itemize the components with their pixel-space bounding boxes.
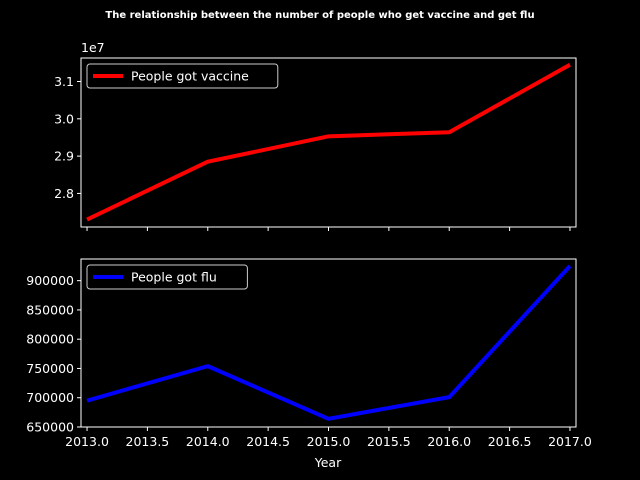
y-tick-label: 2.9 bbox=[54, 149, 74, 164]
y-tick-label: 650000 bbox=[26, 420, 74, 435]
y-tick-label: 800000 bbox=[26, 332, 74, 347]
legend-label: People got flu bbox=[131, 270, 217, 285]
y-tick-label: 700000 bbox=[26, 390, 74, 405]
y-tick-label: 2.8 bbox=[54, 186, 74, 201]
x-tick-label: 2013.0 bbox=[65, 434, 109, 449]
y-tick-label: 850000 bbox=[26, 302, 74, 317]
x-tick-label: 2014.5 bbox=[246, 434, 290, 449]
legend-box bbox=[86, 63, 279, 89]
x-tick-label: 2015.0 bbox=[307, 434, 351, 449]
plot-area: 2.8 2.9 3.0 3.1 1e7 People got vaccine 650000 7… bbox=[26, 40, 592, 449]
chart-title: The relationship between the number of p… bbox=[105, 10, 534, 21]
x-tick-label: 2016.0 bbox=[427, 434, 471, 449]
x-tick-label: 2014.0 bbox=[186, 434, 230, 449]
x-tick-label: 2013.5 bbox=[126, 434, 170, 449]
y-tick-label: 750000 bbox=[26, 361, 74, 376]
y-tick-label: 3.1 bbox=[54, 74, 74, 89]
x-tick-label: 2015.5 bbox=[367, 434, 411, 449]
legend-box bbox=[86, 264, 248, 290]
legend-label: People got vaccine bbox=[131, 69, 249, 84]
y-tick-label: 3.0 bbox=[54, 111, 74, 126]
x-tick-label: 2016.5 bbox=[488, 434, 532, 449]
y-axis-offset-label: 1e7 bbox=[81, 40, 105, 55]
x-tick-label: 2017.0 bbox=[548, 434, 592, 449]
y-tick-label: 900000 bbox=[26, 273, 74, 288]
x-axis-label: Year bbox=[314, 455, 342, 470]
